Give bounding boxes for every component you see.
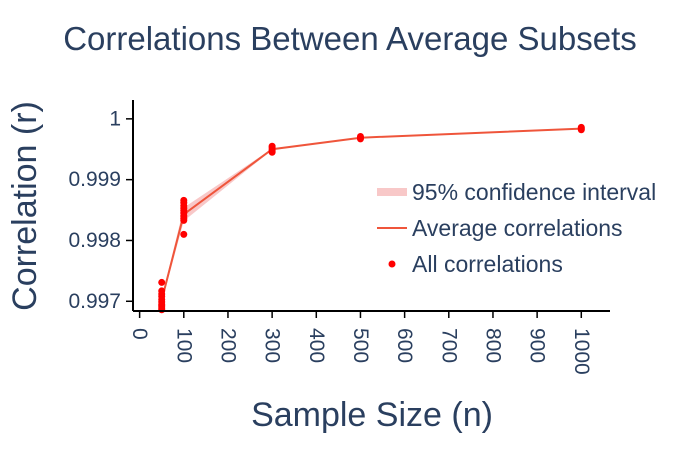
x-tick-label: 1000 xyxy=(570,328,593,375)
plot-area xyxy=(158,123,585,314)
legend: 95% confidence interval Average correlati… xyxy=(377,179,656,277)
x-tick-label: 500 xyxy=(349,328,372,363)
correlation-point xyxy=(180,230,188,238)
x-tick-label: 0 xyxy=(128,328,151,340)
correlation-point xyxy=(158,278,166,286)
x-axis-title: Sample Size (n) xyxy=(251,396,493,434)
x-tick-label: 300 xyxy=(261,328,284,363)
legend-swatch-points xyxy=(388,260,396,268)
y-tick-label: 0.998 xyxy=(68,229,121,252)
chart-title: Correlations Between Average Subsets xyxy=(63,20,637,57)
y-tick-label: 0.997 xyxy=(68,290,121,313)
x-tick-label: 400 xyxy=(305,328,328,363)
correlation-point xyxy=(158,306,166,314)
correlation-point xyxy=(356,135,364,143)
x-tick-label: 200 xyxy=(216,328,239,363)
x-tick-label: 700 xyxy=(437,328,460,363)
x-tick-label: 900 xyxy=(526,328,549,363)
x-tick-label: 800 xyxy=(481,328,504,363)
correlation-point xyxy=(268,148,276,156)
y-axis-title: Correlation (r) xyxy=(6,101,44,311)
y-tick-label: 0.999 xyxy=(68,168,121,191)
correlation-point xyxy=(180,216,188,224)
x-axis-ticks: 0 100 200 300 400 500 600 700 800 900 1000 xyxy=(128,311,593,375)
points-layer xyxy=(158,123,585,314)
legend-label: Average correlations xyxy=(412,215,623,241)
y-axis-ticks: 0.997 0.998 0.999 1 xyxy=(68,107,133,313)
x-tick-label: 600 xyxy=(393,328,416,363)
legend-label: 95% confidence interval xyxy=(412,179,656,205)
legend-label: All correlations xyxy=(412,251,563,277)
correlation-point xyxy=(577,126,585,134)
x-tick-label: 100 xyxy=(172,328,195,363)
y-tick-label: 1 xyxy=(109,107,121,130)
legend-swatch-confidence-interval xyxy=(377,188,407,196)
